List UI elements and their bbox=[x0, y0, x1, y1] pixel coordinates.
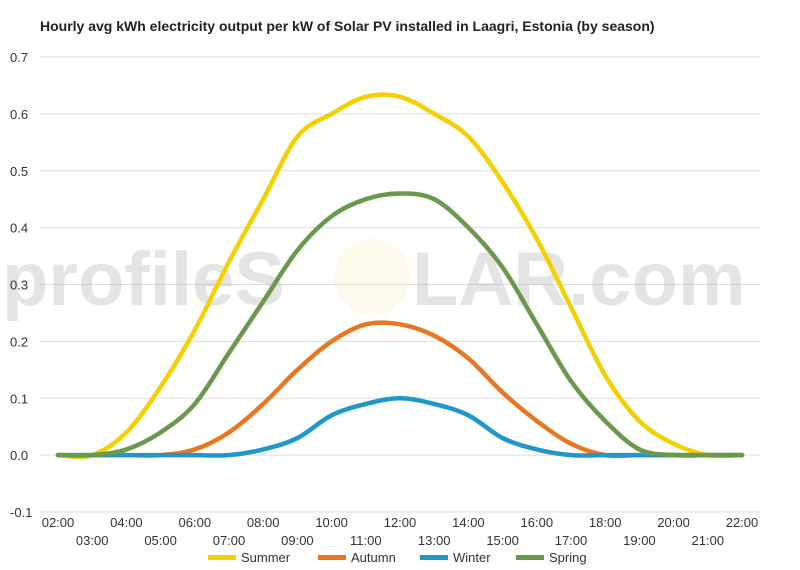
x-tick-label: 03:00 bbox=[76, 533, 109, 548]
x-tick-label: 20:00 bbox=[657, 515, 690, 530]
x-tick-label: 19:00 bbox=[623, 533, 656, 548]
legend-swatch-spring bbox=[516, 555, 544, 560]
watermark-text-left: profileS bbox=[2, 237, 285, 322]
legend-label-spring: Spring bbox=[549, 550, 587, 565]
series-line-summer bbox=[55, 92, 745, 460]
y-tick-label: 0.6 bbox=[10, 107, 28, 122]
x-tick-label: 09:00 bbox=[281, 533, 314, 548]
y-tick-label: -0.1 bbox=[10, 505, 32, 520]
y-tick-label: 0.1 bbox=[10, 391, 28, 406]
legend-label-summer: Summer bbox=[241, 550, 291, 565]
y-tick-label: 0.0 bbox=[10, 448, 28, 463]
series-line-winter bbox=[55, 396, 745, 458]
legend-label-autumn: Autumn bbox=[351, 550, 396, 565]
x-tick-label: 12:00 bbox=[384, 515, 417, 530]
y-tick-label: 0.4 bbox=[10, 221, 28, 236]
x-tick-label: 18:00 bbox=[589, 515, 622, 530]
x-tick-label: 04:00 bbox=[110, 515, 143, 530]
legend: Summer Autumn Winter Spring bbox=[208, 550, 587, 565]
y-axis: -0.1 0.0 0.1 0.2 0.3 0.4 0.5 0.6 0.7 bbox=[10, 50, 32, 520]
x-tick-label: 10:00 bbox=[315, 515, 348, 530]
watermark-text-right: LAR.com bbox=[412, 237, 746, 322]
legend-label-winter: Winter bbox=[453, 550, 491, 565]
x-tick-label: 02:00 bbox=[42, 515, 75, 530]
x-tick-label: 22:00 bbox=[726, 515, 759, 530]
series-lines bbox=[55, 92, 745, 460]
grid-lines bbox=[40, 56, 760, 513]
x-axis: 02:0003:0004:0005:0006:0007:0008:0009:00… bbox=[42, 515, 759, 548]
y-tick-label: 0.3 bbox=[10, 278, 28, 293]
y-tick-label: 0.2 bbox=[10, 334, 28, 349]
legend-swatch-autumn bbox=[318, 555, 346, 560]
series-line-spring bbox=[55, 191, 745, 458]
legend-swatch-winter bbox=[420, 555, 448, 560]
x-tick-label: 16:00 bbox=[521, 515, 554, 530]
x-tick-label: 21:00 bbox=[692, 533, 725, 548]
legend-swatch-summer bbox=[208, 555, 236, 560]
x-tick-label: 08:00 bbox=[247, 515, 280, 530]
x-tick-label: 05:00 bbox=[144, 533, 177, 548]
watermark: profileS LAR.com bbox=[2, 237, 746, 322]
watermark-sun-icon bbox=[334, 239, 410, 315]
x-tick-label: 11:00 bbox=[350, 533, 382, 548]
x-tick-label: 17:00 bbox=[555, 533, 588, 548]
chart-title: Hourly avg kWh electricity output per kW… bbox=[40, 18, 655, 34]
x-tick-label: 13:00 bbox=[418, 533, 451, 548]
x-tick-label: 07:00 bbox=[213, 533, 246, 548]
x-tick-label: 15:00 bbox=[486, 533, 519, 548]
x-tick-label: 06:00 bbox=[179, 515, 212, 530]
x-tick-label: 14:00 bbox=[452, 515, 485, 530]
y-tick-label: 0.5 bbox=[10, 164, 28, 179]
y-tick-label: 0.7 bbox=[10, 50, 28, 65]
